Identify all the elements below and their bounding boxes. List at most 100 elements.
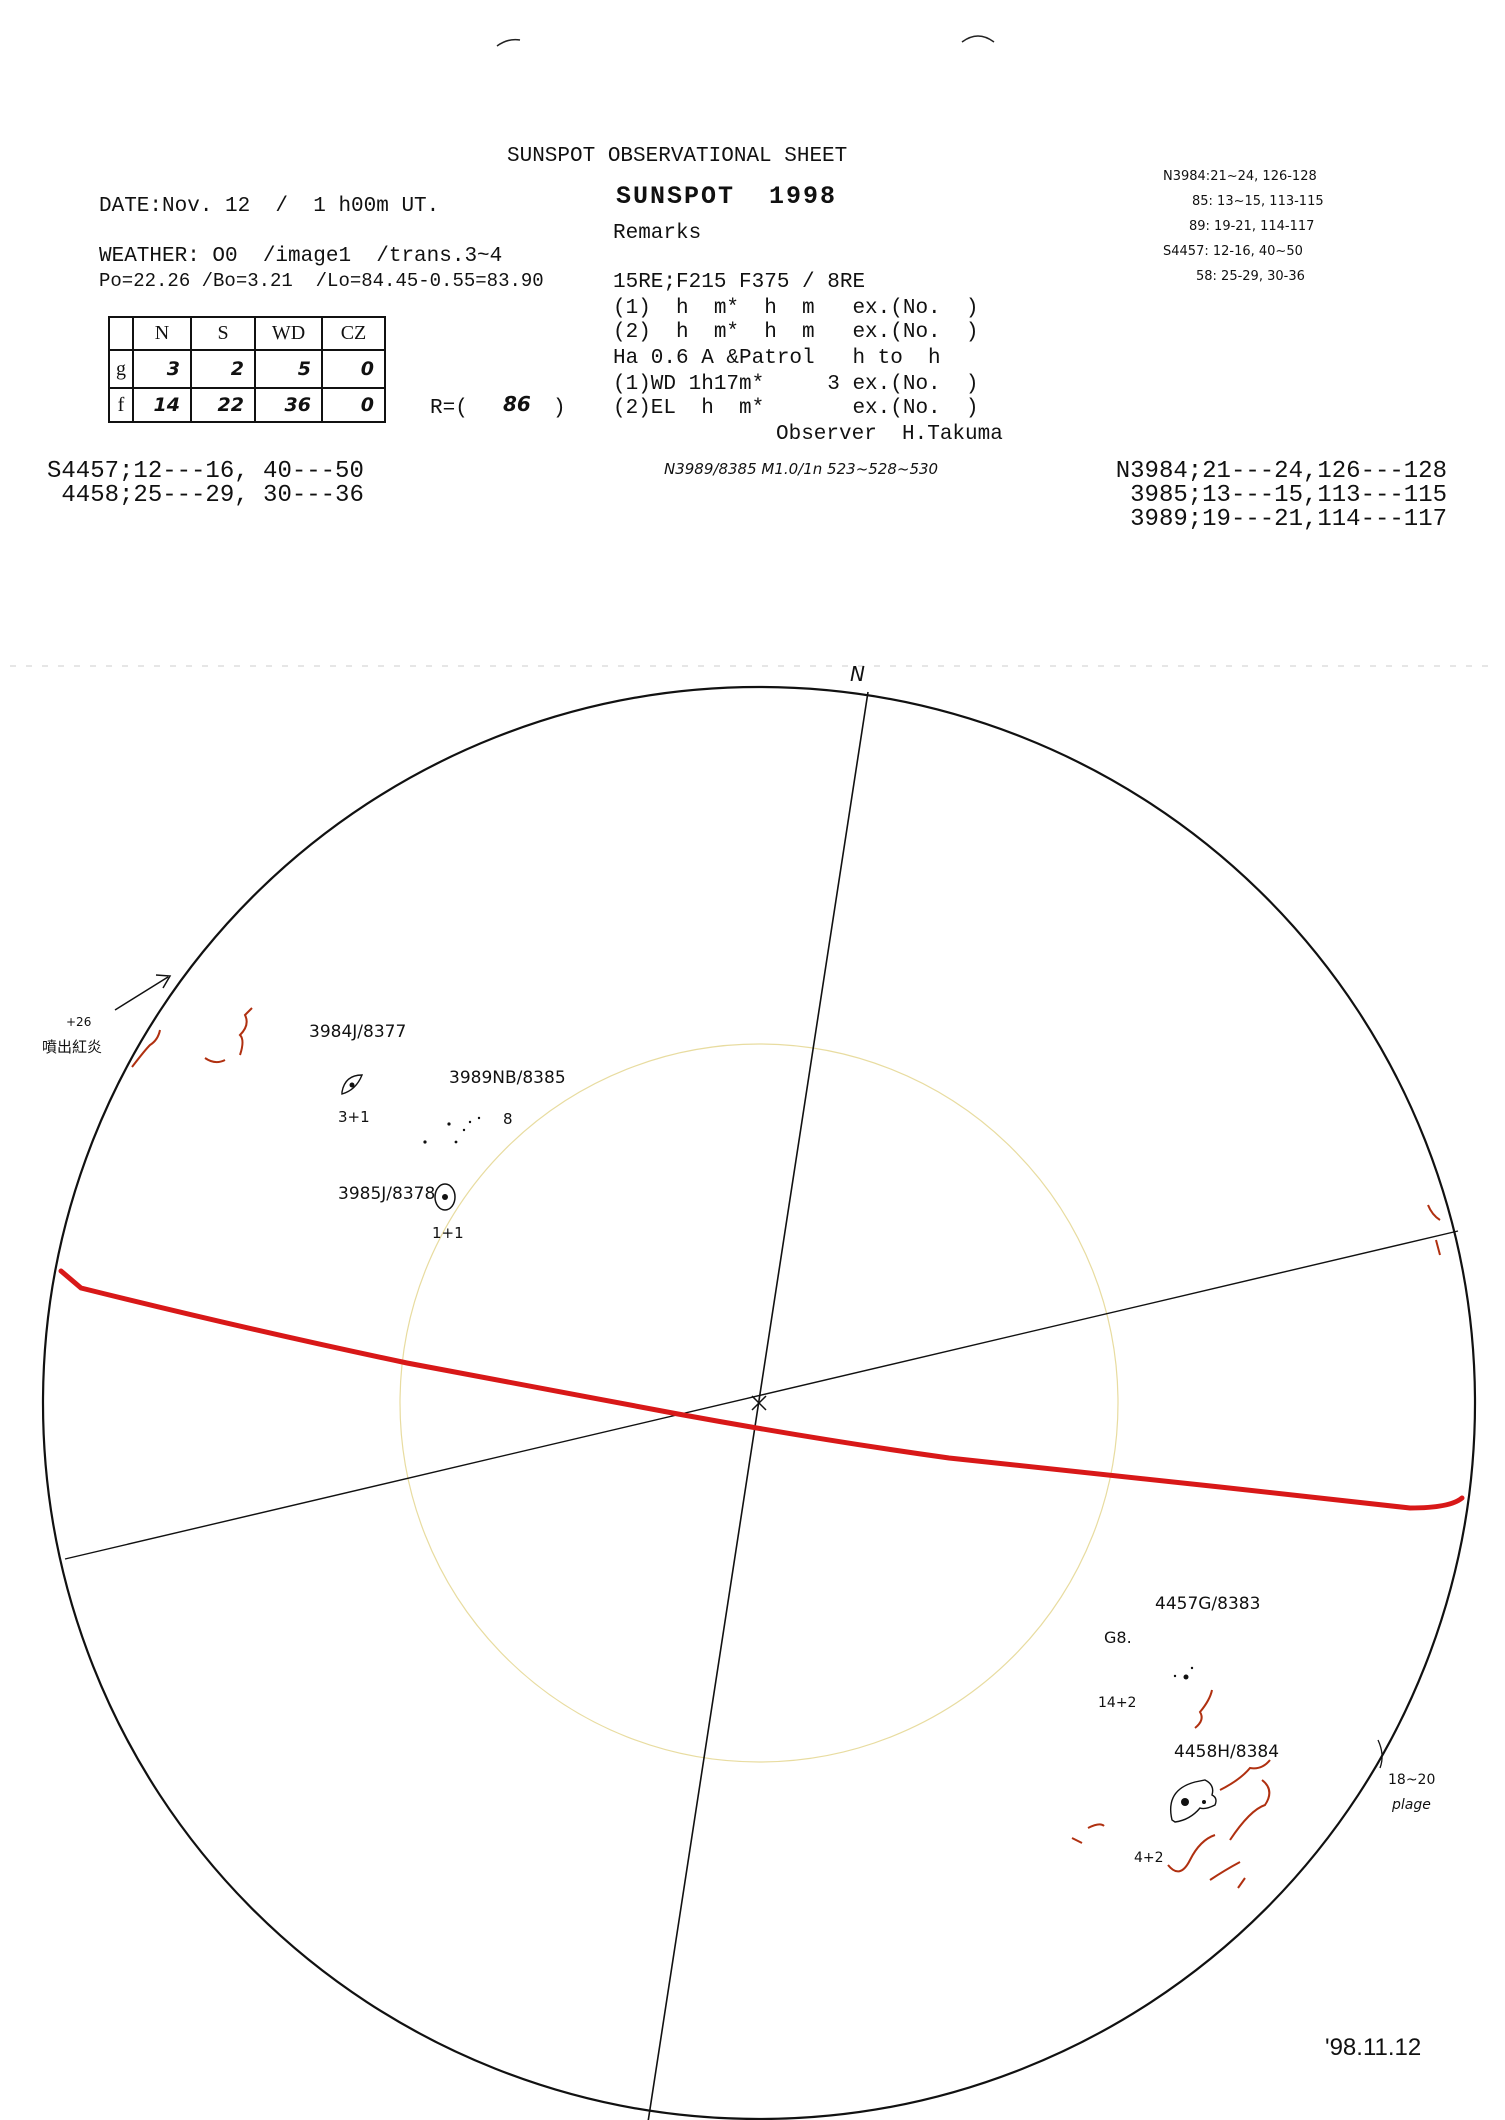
- table-cell: 14: [132, 387, 192, 423]
- remarks-line: 15RE;F215 F375 / 8RE: [613, 271, 866, 294]
- punch-mark-right: [961, 35, 995, 43]
- punch-mark-left: [496, 38, 521, 47]
- table-header-cell: N: [132, 316, 192, 351]
- sheet-title: SUNSPOT OBSERVATIONAL SHEET: [507, 145, 848, 168]
- sunspot-count-table: N S WD CZ g 3 2 5 0 f 14 22 36 0: [108, 316, 386, 423]
- sunspot-4457: [1173, 1666, 1194, 1680]
- sunspot-dot: [1190, 1666, 1194, 1670]
- params-line: Po=22.26 /Bo=3.21 /Lo=84.45-0.55=83.90: [99, 270, 544, 292]
- table-cell: 5: [254, 349, 323, 389]
- inner-reference-circle: [399, 1043, 1119, 1763]
- table-cell: 0: [321, 387, 386, 423]
- plage-mark: [1229, 1779, 1271, 1841]
- table-row: f 14 22 36 0: [108, 387, 386, 423]
- r-close: ): [553, 397, 566, 420]
- handwritten-note: N3984:21~24, 126-128: [1163, 169, 1317, 184]
- north-label: N: [850, 662, 865, 686]
- remarks-line: (1)WD 1h17m* 3 ex.(No. ): [613, 373, 979, 396]
- plage-mark: [204, 1057, 226, 1064]
- group-count-3989: 8: [503, 1110, 513, 1128]
- sunspot-3984: [341, 1074, 364, 1095]
- region-range-line: 4458;25---29, 30---36: [47, 482, 364, 509]
- region-range-line: 3985;13---15,113---115: [1130, 482, 1447, 509]
- sheet-subtitle: SUNSPOT 1998: [616, 182, 838, 211]
- flare-note: N3989/8385 M1.0/1n 523~528~530: [664, 460, 939, 478]
- plage-mark: [1087, 1823, 1105, 1829]
- sunspot-dot: [477, 1116, 481, 1120]
- sunspot-penumbra: [341, 1074, 364, 1095]
- sunspot-dot: [454, 1140, 458, 1144]
- plage-mark: [1194, 1689, 1213, 1729]
- sunspot-umbra: [442, 1194, 448, 1200]
- table-row: g 3 2 5 0: [108, 349, 386, 389]
- weather-line: WEATHER: O0 /image1 /trans.3~4: [99, 245, 503, 268]
- sunspot-dot: [1173, 1674, 1177, 1678]
- plage-mark: [1427, 1204, 1441, 1256]
- plage-markings: [131, 1007, 1441, 1889]
- sunspot-dot: [462, 1128, 466, 1132]
- region-range-line: 3989;19---21,114---117: [1130, 506, 1447, 533]
- table-cell: 22: [190, 387, 256, 423]
- handwritten-note: 58: 25-29, 30-36: [1196, 269, 1305, 284]
- limb-note-range: 18~20: [1388, 1772, 1436, 1788]
- table-header-cell: S: [190, 316, 256, 351]
- solar-disk-outline: [42, 686, 1476, 2120]
- row-label: f: [108, 387, 134, 423]
- remarks-heading: Remarks: [613, 222, 702, 245]
- limb-pointer-icon: [1377, 1739, 1383, 1769]
- sunspot-dot: [423, 1140, 427, 1144]
- sunspot-umbra: [1181, 1798, 1189, 1806]
- sunspot-penumbra: [1170, 1779, 1217, 1823]
- group-count-3984: 3+1: [338, 1108, 370, 1126]
- table-cell: 2: [190, 349, 256, 389]
- plage-mark: [238, 1007, 253, 1056]
- equator-axis-line: [64, 1230, 1459, 1560]
- sunspot-dot: [1183, 1674, 1189, 1680]
- group-label-4458: 4458H/8384: [1174, 1742, 1280, 1762]
- prominence-label: 噴出紅炎: [42, 1038, 103, 1056]
- plage-mark: [1209, 1861, 1241, 1881]
- group-label-3985: 3985J/8378: [338, 1184, 436, 1204]
- polar-axis-line: [647, 691, 869, 2120]
- remarks-line: (1) h m* h m ex.(No. ): [613, 297, 979, 320]
- plage-mark: [1167, 1834, 1216, 1873]
- plage-mark: [1071, 1837, 1083, 1844]
- solar-equator-red-line: [58, 1268, 1465, 1511]
- prominence-arrow-icon: [114, 974, 172, 1011]
- r-value: 86: [503, 392, 531, 416]
- sunspot-dot: [468, 1120, 472, 1124]
- group-count-4458: 4+2: [1134, 1850, 1164, 1866]
- group-label-3989: 3989NB/8385: [449, 1068, 566, 1088]
- group-count-4457: 14+2: [1098, 1695, 1137, 1711]
- handwritten-note: 85: 13~15, 113-115: [1192, 194, 1324, 209]
- table-cell: 36: [254, 387, 323, 423]
- handwritten-note: S4457: 12-16, 40~50: [1163, 244, 1303, 259]
- group-label-4457: 4457G/8383: [1155, 1594, 1261, 1614]
- plage-mark: [1219, 1759, 1271, 1791]
- sunspot-penumbra: [434, 1183, 456, 1211]
- table-cell: 0: [321, 349, 386, 389]
- prominence-height: +26: [66, 1015, 92, 1029]
- sunspot-umbra: [349, 1082, 355, 1088]
- table-cell: 3: [132, 349, 192, 389]
- group-class-note-4457: G8.: [1104, 1628, 1132, 1647]
- table-header-cell: [108, 316, 134, 351]
- region-range-line: S4457;12---16, 40---50: [47, 458, 364, 485]
- limb-note-label: plage: [1392, 1797, 1431, 1813]
- sunspot-4458: [1170, 1779, 1217, 1823]
- row-label: g: [108, 349, 134, 389]
- table-header-cell: WD: [254, 316, 323, 351]
- sunspot-3989: [423, 1116, 481, 1144]
- table-header-cell: CZ: [321, 316, 386, 351]
- group-label-3984: 3984J/8377: [309, 1022, 407, 1042]
- remarks-line: Ha 0.6 A &Patrol h to h: [613, 347, 941, 370]
- remarks-line: (2) h m* h m ex.(No. ): [613, 321, 979, 344]
- sunspot-umbra: [1202, 1800, 1206, 1804]
- observer-line: Observer H.Takuma: [776, 423, 1003, 446]
- sunspot-3985: [434, 1183, 456, 1211]
- footer-date: '98.11.12: [1325, 2034, 1422, 2061]
- group-count-3985: 1+1: [432, 1224, 464, 1242]
- r-label: R=(: [430, 397, 468, 420]
- plage-mark: [1237, 1877, 1246, 1889]
